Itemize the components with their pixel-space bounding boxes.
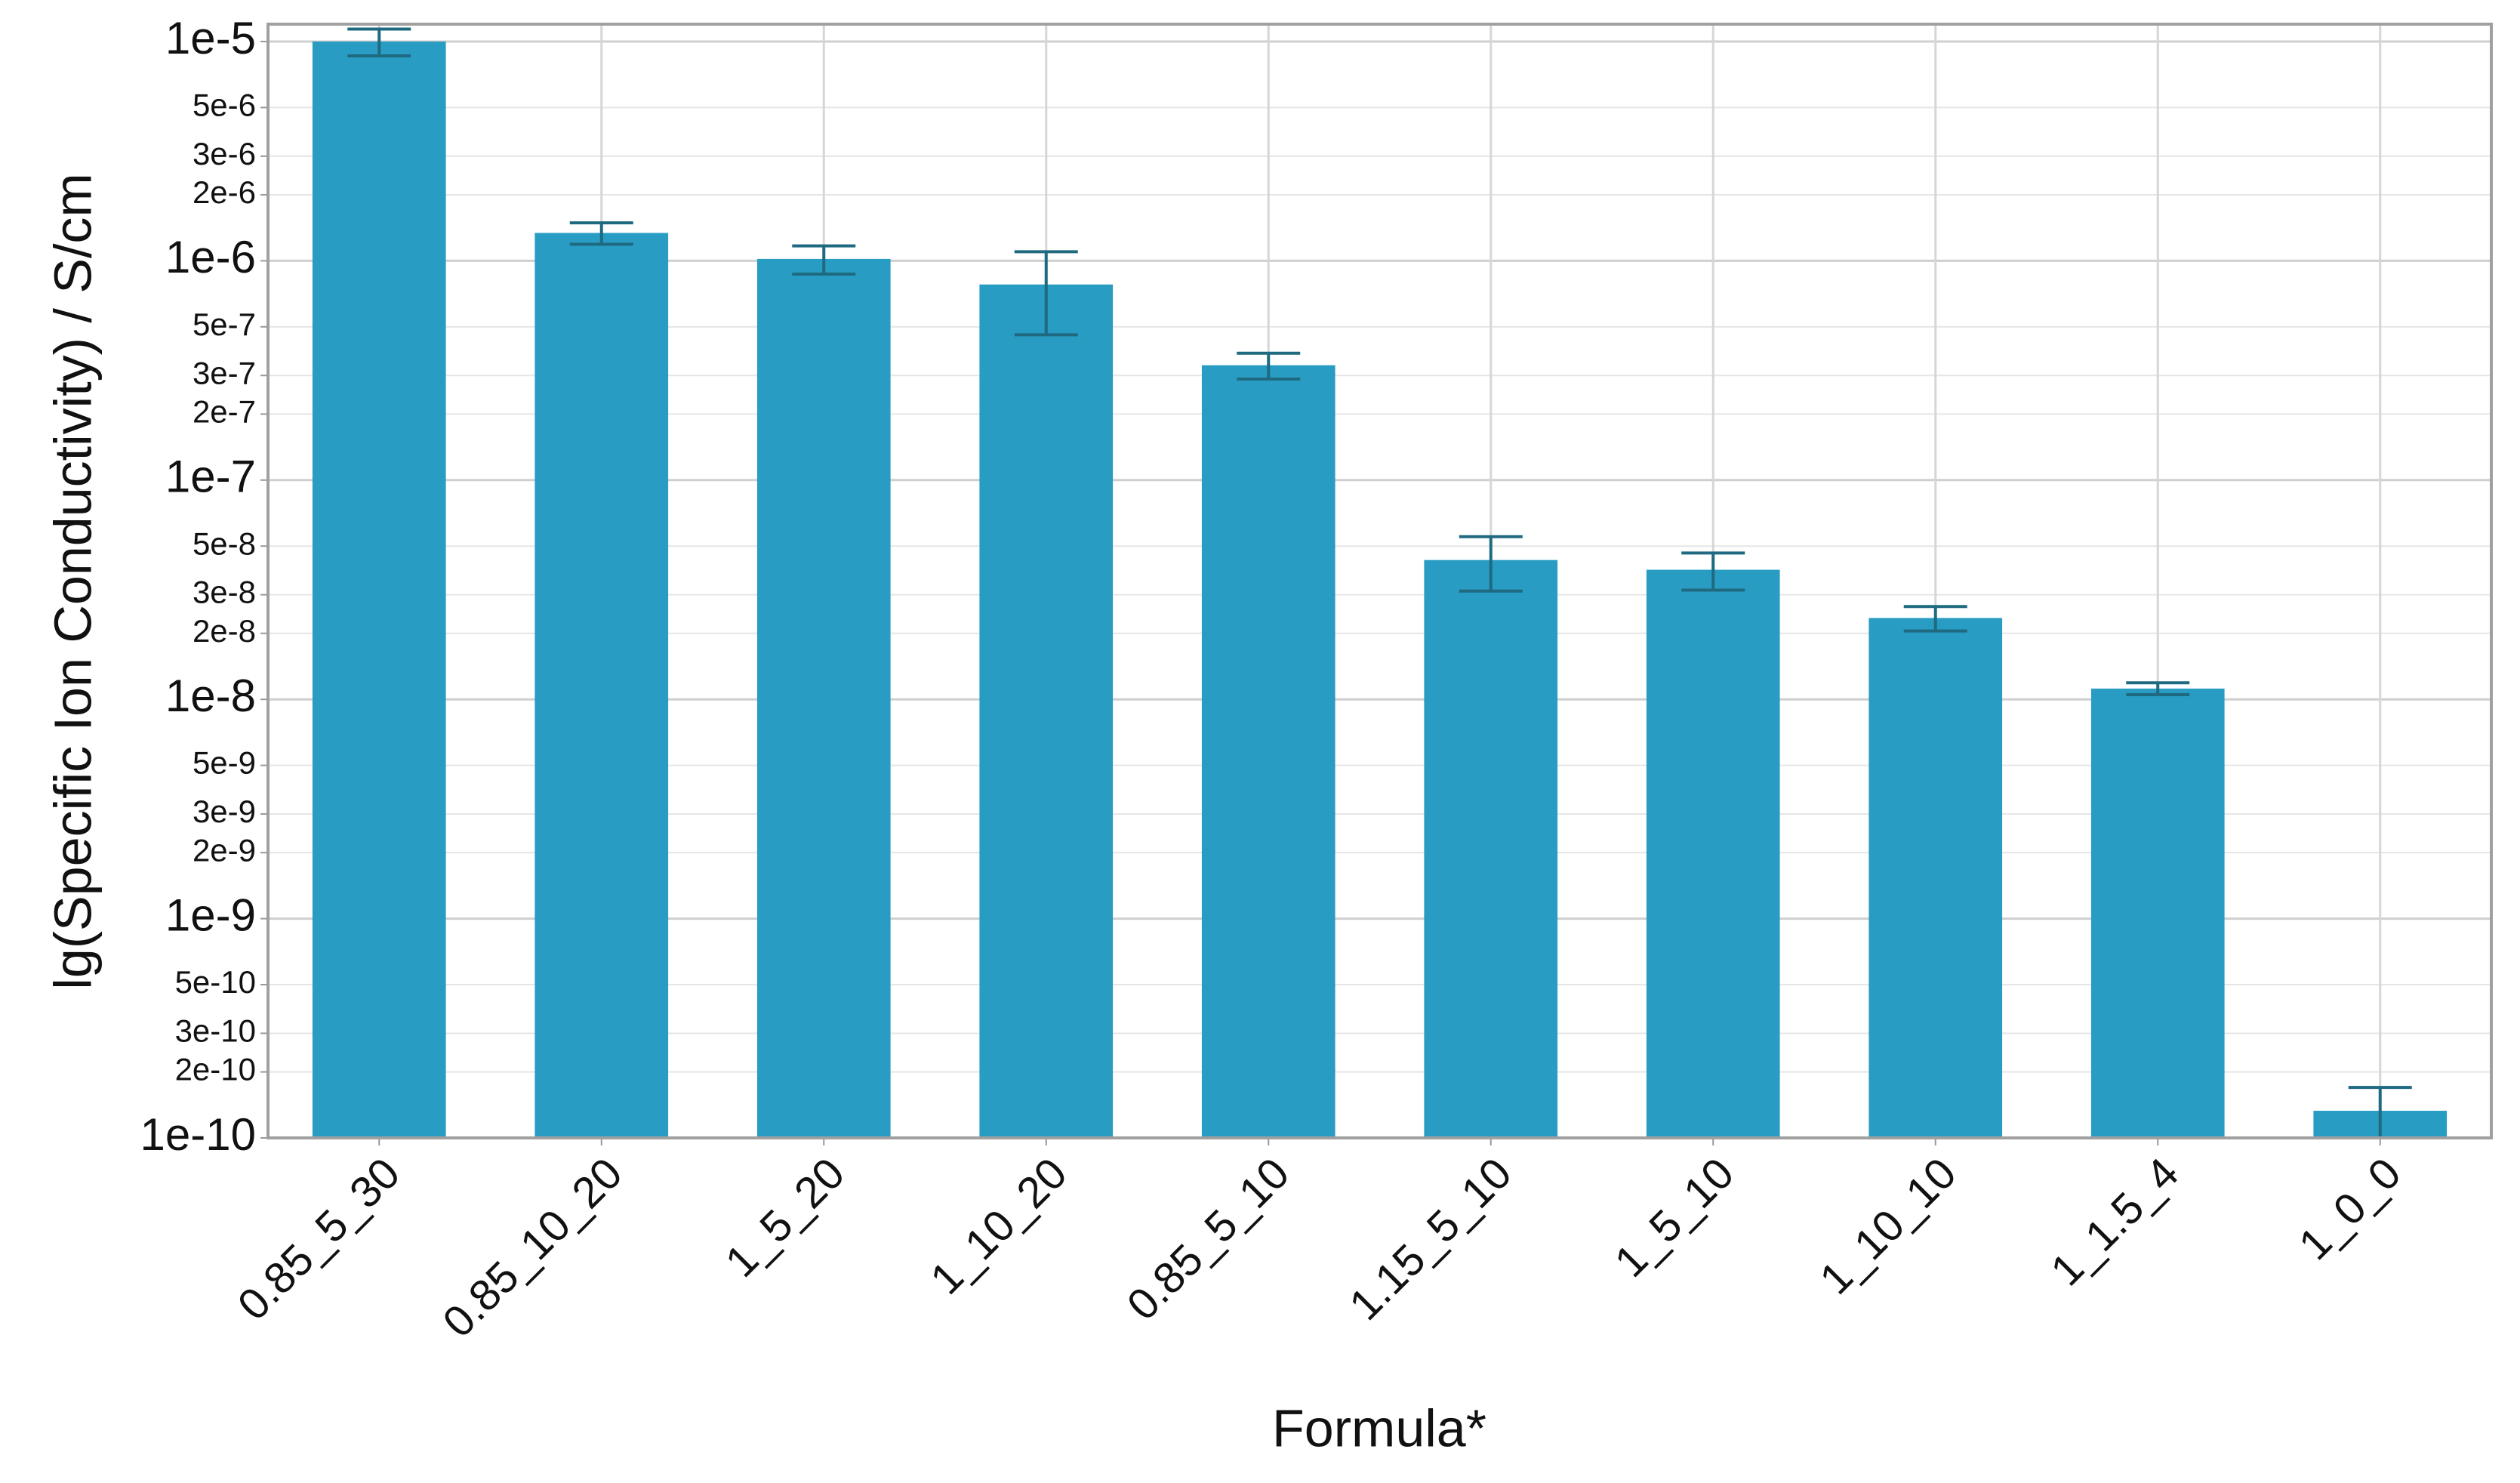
bar bbox=[1424, 560, 1558, 1138]
y-tick-label: 1e-5 bbox=[165, 13, 256, 63]
x-tick-label: 0.85_5_30 bbox=[228, 1148, 409, 1330]
y-axis-title: lg(Specific Ion Conductivity) / S/cm bbox=[43, 173, 102, 989]
y-tick-label: 1e-9 bbox=[165, 889, 256, 940]
x-tick-label: 1_0_0 bbox=[2290, 1148, 2411, 1269]
y-tick-label: 1e-10 bbox=[140, 1109, 256, 1160]
bar bbox=[979, 284, 1114, 1138]
bar bbox=[1646, 569, 1780, 1138]
y-tick-label: 3e-9 bbox=[193, 794, 256, 829]
x-tick-label: 1_10_20 bbox=[921, 1148, 1077, 1304]
y-tick-label: 5e-8 bbox=[193, 526, 256, 561]
plot-area bbox=[312, 24, 2448, 1138]
x-tick-label: 0.85_10_20 bbox=[433, 1148, 632, 1347]
bar bbox=[756, 258, 891, 1138]
y-tick-label: 2e-8 bbox=[193, 613, 256, 649]
plot-border bbox=[266, 23, 2493, 1139]
y-tick-label: 5e-6 bbox=[193, 88, 256, 123]
y-tick-label: 2e-7 bbox=[193, 393, 256, 429]
y-tick-label: 3e-8 bbox=[193, 575, 256, 610]
y-tick-label: 1e-8 bbox=[165, 671, 256, 721]
y-tick-label: 5e-9 bbox=[193, 745, 256, 781]
y-tick-label: 3e-7 bbox=[193, 355, 256, 390]
x-tick-label: 1_10_10 bbox=[1810, 1148, 1966, 1304]
x-tick-label: 1_5_10 bbox=[1605, 1148, 1743, 1287]
y-tick-label: 1e-6 bbox=[165, 232, 256, 282]
x-tick-label: 0.85_5_10 bbox=[1117, 1148, 1299, 1330]
bar bbox=[312, 41, 446, 1138]
y-tick-label: 2e-10 bbox=[175, 1052, 256, 1087]
x-tick-label: 1_5_20 bbox=[716, 1148, 854, 1287]
x-tick-label: 1_1.5_4 bbox=[2041, 1148, 2188, 1295]
y-tick-label: 1e-7 bbox=[165, 452, 256, 502]
y-tick-label: 2e-9 bbox=[193, 832, 256, 868]
y-tick-label: 5e-10 bbox=[175, 964, 256, 1000]
y-tick-label: 3e-6 bbox=[193, 136, 256, 171]
y-tick-label: 5e-7 bbox=[193, 307, 256, 342]
x-axis-title: Formula* bbox=[1272, 1398, 1486, 1457]
bar bbox=[2090, 688, 2225, 1138]
bar bbox=[1201, 365, 1335, 1138]
bar bbox=[534, 233, 669, 1138]
y-tick-label: 2e-6 bbox=[193, 174, 256, 210]
y-tick-label: 3e-10 bbox=[175, 1013, 256, 1049]
x-tick-label: 1.15_5_10 bbox=[1340, 1148, 1521, 1330]
bar bbox=[1868, 618, 2003, 1138]
